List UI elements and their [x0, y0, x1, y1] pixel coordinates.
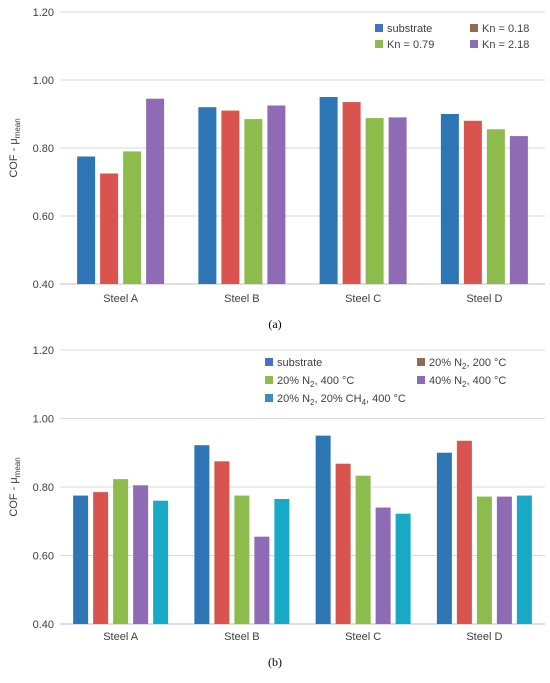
bar-a-4-4	[509, 136, 528, 284]
bar-b-3-3	[355, 475, 371, 624]
bar-a-2-4	[463, 120, 482, 284]
figure-caption: (b)	[268, 655, 282, 669]
legend-swatch	[417, 376, 425, 384]
bar-b-4-3	[375, 507, 391, 624]
legend-swatch	[265, 376, 273, 384]
bar-b-4-1	[133, 485, 149, 624]
bar-a-1-4	[440, 114, 459, 284]
y-tick-label: 1.20	[33, 345, 54, 357]
legend-swatch	[375, 40, 383, 48]
category-label: Steel D	[466, 631, 502, 643]
y-tick-label: 0.60	[33, 211, 54, 223]
legend-swatch	[470, 40, 478, 48]
bar-a-1-2	[198, 107, 217, 284]
bar-a-4-3	[388, 117, 407, 285]
y-tick-label: 0.40	[33, 619, 54, 631]
bar-b-3-2	[234, 495, 250, 624]
legend-label: substrate	[387, 23, 432, 35]
legend-swatch	[265, 394, 273, 402]
figure-caption: (a)	[268, 317, 281, 331]
bar-b-4-2	[254, 536, 270, 624]
bar-b-2-2	[214, 461, 230, 624]
y-axis-label: COF - μmean	[8, 118, 22, 177]
legend-label: Kn = 0.18	[482, 23, 529, 35]
legend-label: 20% N2, 20% CH4, 400 °C	[277, 393, 406, 407]
legend-label: 20% N2, 400 °C	[277, 375, 354, 389]
bar-b-1-1	[73, 495, 89, 624]
bar-b-1-3	[315, 435, 331, 624]
legend-swatch	[417, 358, 425, 366]
category-label: Steel B	[224, 293, 259, 305]
y-tick-label: 0.60	[33, 551, 54, 563]
bar-a-2-2	[221, 110, 240, 284]
legend-swatch	[470, 24, 478, 32]
bar-b-5-4	[516, 495, 532, 624]
legend-label: 20% N2, 200 °C	[429, 357, 506, 371]
bar-b-2-4	[456, 440, 472, 624]
legend-swatch	[375, 24, 383, 32]
bar-a-4-1	[146, 98, 165, 284]
bar-a-3-2	[244, 119, 263, 284]
bar-a-4-2	[267, 105, 286, 284]
legend-label: substrate	[277, 357, 322, 369]
bar-b-3-4	[476, 496, 492, 624]
bar-chart-b: 1.20 1.00 0.80 0.60 0.40 COF - μmean Steel A St…	[8, 345, 545, 669]
category-label: Steel B	[224, 631, 259, 643]
legend-label: Kn = 0.79	[387, 39, 434, 51]
bar-a-3-4	[486, 129, 505, 284]
bar-a-2-3	[342, 102, 361, 284]
category-label: Steel A	[103, 293, 139, 305]
bar-b-2-1	[93, 492, 109, 624]
bar-b-5-1	[153, 500, 169, 624]
legend-swatch	[265, 358, 273, 366]
bar-b-1-2	[194, 445, 210, 624]
y-tick-label: 1.00	[33, 414, 54, 426]
legend-label: Kn = 2.18	[482, 39, 529, 51]
bar-a-3-3	[365, 118, 384, 284]
y-tick-label: 0.40	[33, 279, 54, 291]
bar-b-1-4	[436, 452, 452, 624]
y-tick-label: 1.20	[33, 7, 54, 19]
bar-a-1-1	[77, 156, 96, 284]
legend-label: 40% N2, 400 °C	[429, 375, 506, 389]
y-tick-label: 0.80	[33, 143, 54, 155]
bar-a-2-1	[100, 173, 119, 284]
y-tick-label: 0.80	[33, 482, 54, 494]
bar-chart-a: 1.20 1.00 0.80 0.60 0.40 COF - μmean Steel A St…	[8, 7, 545, 331]
bar-b-3-1	[113, 479, 129, 624]
bar-a-3-1	[123, 151, 142, 284]
y-axis-label: COF - μmean	[8, 457, 22, 516]
category-label: Steel D	[466, 293, 502, 305]
chart-panel-a: 1.20 1.00 0.80 0.60 0.40 COF - μmean Steel A St…	[0, 0, 550, 340]
bar-b-5-3	[395, 513, 411, 624]
bar-b-2-3	[335, 463, 351, 624]
chart-panel-b: 1.20 1.00 0.80 0.60 0.40 COF - μmean Steel A St…	[0, 338, 550, 678]
category-label: Steel A	[103, 631, 139, 643]
category-label: Steel C	[345, 293, 381, 305]
bar-b-4-4	[496, 496, 512, 624]
y-tick-label: 1.00	[33, 75, 54, 87]
bar-a-1-3	[319, 97, 338, 284]
category-label: Steel C	[345, 631, 381, 643]
bar-b-5-2	[274, 498, 290, 624]
